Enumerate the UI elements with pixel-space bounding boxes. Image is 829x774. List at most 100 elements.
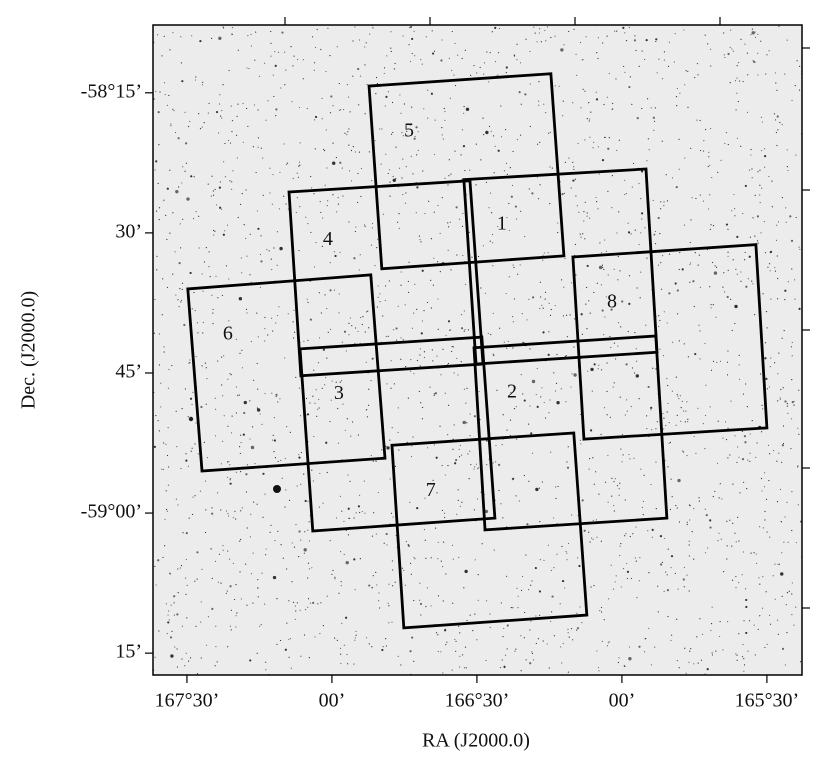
star — [751, 280, 753, 282]
star — [661, 78, 664, 80]
star — [368, 151, 370, 153]
star — [196, 322, 199, 324]
star — [734, 208, 736, 210]
star — [365, 42, 367, 44]
star — [271, 392, 273, 394]
star — [570, 187, 572, 189]
star — [492, 462, 494, 464]
star — [427, 89, 429, 91]
star — [365, 409, 367, 411]
star — [634, 229, 636, 231]
star — [371, 179, 373, 182]
star — [448, 57, 450, 59]
star — [460, 313, 463, 316]
star — [687, 418, 689, 420]
star — [339, 251, 341, 253]
star — [521, 575, 524, 578]
star — [620, 586, 622, 588]
star — [755, 562, 758, 565]
star — [568, 30, 570, 33]
star — [451, 669, 453, 671]
star — [319, 472, 321, 475]
star — [615, 78, 617, 80]
star — [663, 428, 665, 430]
star — [626, 562, 628, 565]
star — [680, 407, 682, 409]
star — [799, 65, 801, 67]
star — [259, 286, 261, 288]
star — [324, 384, 326, 386]
star — [424, 497, 426, 499]
star — [607, 642, 609, 644]
star — [799, 661, 802, 663]
star — [358, 494, 361, 496]
star — [179, 223, 181, 225]
star — [262, 516, 264, 518]
star — [531, 580, 533, 582]
star — [180, 301, 182, 303]
star — [394, 62, 396, 65]
star — [645, 637, 647, 640]
star — [743, 658, 745, 660]
star — [744, 184, 747, 188]
star — [357, 201, 359, 204]
star — [704, 342, 706, 345]
star — [583, 211, 585, 213]
star — [252, 602, 254, 604]
star — [583, 220, 585, 222]
star — [172, 108, 174, 110]
star — [375, 460, 377, 462]
star — [550, 569, 552, 572]
star — [180, 36, 182, 38]
star — [278, 306, 280, 308]
star — [452, 346, 455, 348]
star — [164, 545, 166, 547]
star — [391, 560, 394, 562]
star — [627, 231, 631, 234]
star — [212, 323, 214, 325]
star — [425, 557, 427, 559]
star — [382, 315, 384, 317]
star — [341, 380, 343, 382]
star — [459, 505, 461, 507]
star — [629, 535, 631, 538]
star — [529, 662, 532, 665]
star — [416, 154, 418, 156]
star — [271, 439, 274, 441]
star — [239, 540, 241, 542]
star — [240, 441, 242, 444]
star — [553, 635, 555, 637]
star — [621, 461, 623, 463]
star — [451, 69, 453, 72]
star — [571, 373, 573, 375]
star — [667, 402, 669, 405]
star — [369, 33, 371, 35]
star — [370, 454, 372, 457]
star — [607, 274, 609, 276]
star — [696, 63, 699, 65]
star — [409, 501, 411, 503]
star — [178, 262, 181, 265]
star — [791, 355, 793, 357]
star — [761, 431, 763, 433]
star — [782, 425, 785, 427]
star — [527, 589, 530, 591]
star — [729, 454, 731, 456]
star — [474, 559, 476, 561]
star — [398, 167, 401, 169]
star — [345, 529, 347, 531]
star — [444, 516, 446, 519]
star — [480, 287, 482, 289]
star — [684, 647, 686, 649]
star — [195, 76, 197, 78]
star — [500, 105, 502, 107]
star — [749, 236, 752, 238]
star — [419, 239, 421, 241]
star — [165, 490, 167, 492]
star — [377, 296, 379, 298]
star — [482, 117, 484, 119]
star — [200, 657, 202, 659]
star — [341, 341, 344, 343]
star — [451, 30, 453, 33]
star — [218, 132, 220, 134]
